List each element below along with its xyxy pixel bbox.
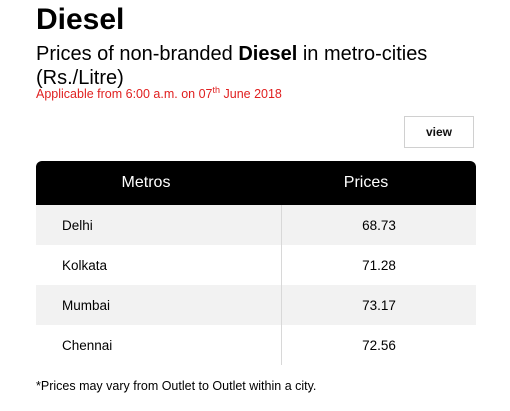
table-row: Delhi 68.73 — [36, 205, 476, 245]
subtitle-prefix: Prices of non-branded — [36, 43, 239, 65]
price-cell: 71.28 — [362, 257, 396, 273]
page-title: Diesel — [36, 3, 125, 36]
page-subtitle: Prices of non-branded Diesel in metro-ci… — [36, 42, 496, 90]
price-cell: 68.73 — [362, 217, 396, 233]
table-row: Mumbai 73.17 — [36, 285, 476, 325]
table-row: Chennai 72.56 — [36, 325, 476, 365]
subtitle-fuel-name: Diesel — [238, 43, 298, 65]
applicable-suffix: June 2018 — [220, 87, 282, 101]
applicable-date-notice: Applicable from 6:00 a.m. on 07th June 2… — [36, 86, 282, 102]
metro-cell: Delhi — [36, 205, 282, 245]
column-header-prices: Prices — [343, 174, 389, 191]
table-row: Kolkata 71.28 — [36, 245, 476, 285]
metro-cell: Mumbai — [36, 285, 282, 325]
applicable-prefix: Applicable from 6:00 a.m. on 07 — [36, 87, 213, 101]
column-header-metros: Metros — [121, 174, 171, 191]
metro-cell: Kolkata — [36, 245, 282, 285]
price-table: Metros Prices Delhi 68.73 Kolkata 71.28 … — [36, 161, 476, 365]
view-button[interactable]: view — [404, 116, 474, 148]
table-body: Delhi 68.73 Kolkata 71.28 Mumbai 73.17 C… — [36, 205, 476, 365]
subtitle-suffix: in metro-cities (Rs./Litre) — [36, 43, 428, 89]
table-header: Metros Prices — [36, 161, 476, 205]
footnote: *Prices may vary from Outlet to Outlet w… — [36, 379, 317, 393]
price-cell: 72.56 — [362, 337, 396, 353]
price-cell: 73.17 — [362, 297, 396, 313]
applicable-ordinal-suffix: th — [212, 85, 221, 95]
metro-cell: Chennai — [36, 325, 282, 365]
